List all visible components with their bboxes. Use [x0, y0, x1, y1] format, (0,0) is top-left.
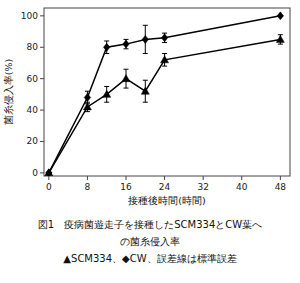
- data-point: [141, 87, 149, 94]
- x-tick: [203, 176, 204, 180]
- x-tick: [164, 176, 165, 180]
- x-tick-label: 0: [46, 182, 52, 192]
- y-tick: [40, 172, 44, 173]
- error-bar-cap: [104, 86, 109, 87]
- y-tick-label: 100: [21, 11, 38, 21]
- error-bar-cap: [162, 53, 167, 54]
- data-point: [45, 169, 53, 176]
- x-tick-label: 8: [85, 182, 91, 192]
- error-bar-cap: [124, 69, 129, 70]
- x-tick-label: 16: [120, 182, 132, 192]
- error-bar-cap: [104, 53, 109, 54]
- error-bar-cap: [104, 102, 109, 103]
- x-tick-label: 32: [197, 182, 208, 192]
- y-tick-label: 0: [32, 168, 38, 178]
- chart-svg: 0 8 16 24 32 40 48 0 20 40 60 80 100 接種後時間(時間) 菌糸侵入率(%…: [0, 0, 300, 283]
- error-bar: [124, 39, 129, 48]
- error-bar-cap: [143, 80, 148, 81]
- error-bar-cap: [162, 66, 167, 67]
- y-tick: [40, 15, 44, 16]
- y-tick-label: 80: [27, 42, 39, 52]
- plot-frame: [44, 8, 290, 176]
- y-tick: [40, 110, 44, 111]
- data-point: [104, 43, 110, 51]
- caption: の菌糸侵入率: [120, 236, 180, 247]
- x-tick: [126, 176, 127, 180]
- error-bar-cap: [278, 44, 283, 45]
- chart-container: 0 8 16 24 32 40 48 0 20 40 60 80 100 接種後時間(時間) 菌糸侵入率(%…: [0, 0, 300, 283]
- error-bar-cap: [85, 111, 90, 112]
- error-bar: [85, 91, 90, 104]
- x-tick-label: 48: [275, 182, 287, 192]
- data-group: [45, 12, 285, 176]
- x-tick-label: 40: [236, 182, 248, 192]
- y-axis-label: 菌糸侵入率(%): [3, 59, 14, 125]
- x-tick: [87, 176, 88, 180]
- x-tick: [241, 176, 242, 180]
- data-point: [142, 35, 148, 43]
- y-tick-label: 40: [27, 105, 39, 115]
- data-point: [122, 75, 130, 82]
- error-bar: [104, 41, 109, 54]
- error-bar: [143, 25, 148, 53]
- x-tick: [48, 176, 49, 180]
- data-point: [277, 12, 283, 20]
- y-tick-label: 60: [27, 74, 39, 84]
- error-bar-cap: [85, 91, 90, 92]
- caption: 図1 疫病菌遊走子を接種したSCM334とCW葉へ: [38, 219, 262, 230]
- y-tick: [40, 47, 44, 48]
- y-tick: [40, 78, 44, 79]
- x-tick-label: 24: [159, 182, 171, 192]
- data-point: [123, 40, 129, 48]
- x-tick: [280, 176, 281, 180]
- error-bar-cap: [104, 40, 109, 41]
- error-bar: [162, 33, 167, 42]
- error-bar-cap: [124, 88, 129, 89]
- y-tick: [40, 141, 44, 142]
- error-bar-cap: [143, 25, 148, 26]
- error-bar-cap: [85, 103, 90, 104]
- y-tick-label: 20: [27, 136, 39, 146]
- data-point: [103, 90, 111, 97]
- data-point: [276, 35, 284, 42]
- error-bar-cap: [143, 102, 148, 103]
- x-axis-label: 接種後時間(時間): [128, 195, 205, 206]
- series-line: [49, 16, 281, 173]
- error-bar-cap: [143, 53, 148, 54]
- data-point: [161, 56, 169, 63]
- data-point: [46, 169, 52, 176]
- caption: ▲SCM334、◆CW、誤差線は標準誤差: [63, 253, 236, 264]
- data-point: [84, 93, 90, 101]
- data-point: [161, 34, 167, 42]
